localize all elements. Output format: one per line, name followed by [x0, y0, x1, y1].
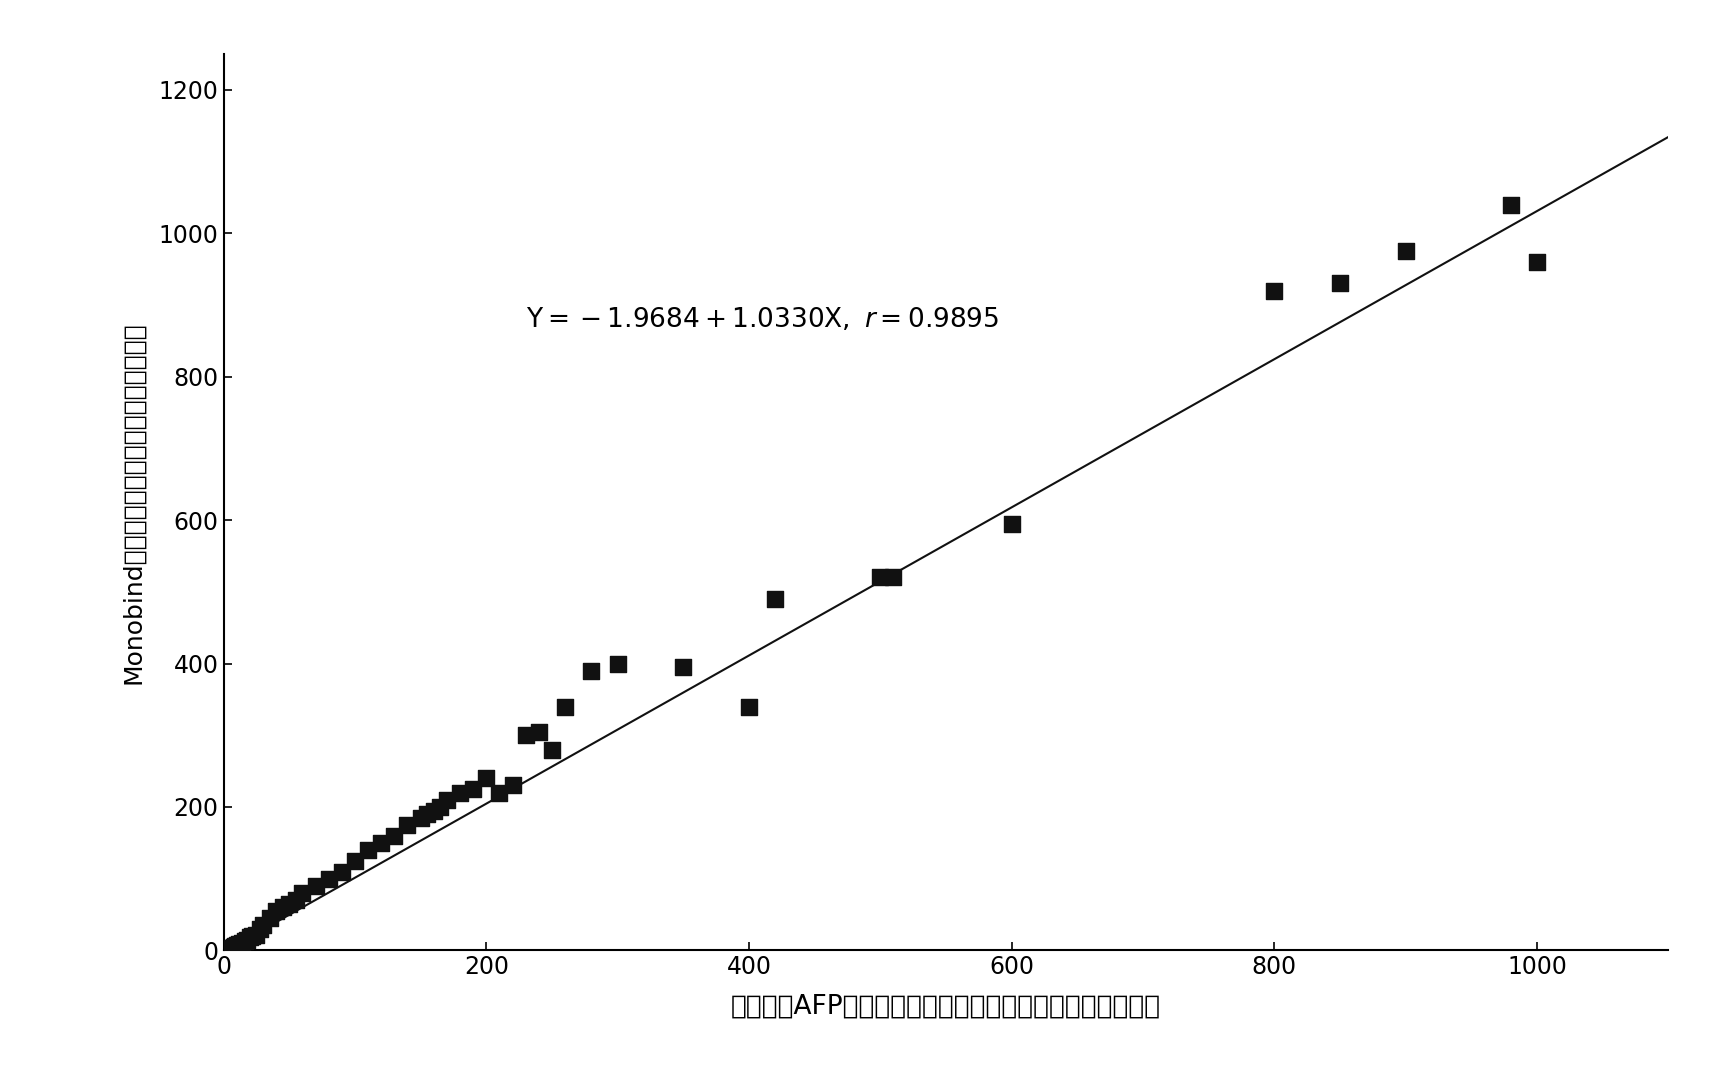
Point: [256, 909, 284, 927]
Point: [341, 852, 368, 869]
Point: [1524, 254, 1551, 271]
Point: [445, 784, 473, 801]
X-axis label: 以本发明AFP磁性微粒子化学发光免疫分析试剂盒测定结果: 以本发明AFP磁性微粒子化学发光免疫分析试剂盒测定结果: [731, 994, 1161, 1020]
Point: [394, 816, 421, 834]
Point: [239, 928, 267, 945]
Text: $\mathregular{Y=-1.9684+1.0330X,\ }$$\mathit{r}$$\mathregular{=0.9895}$: $\mathregular{Y=-1.9684+1.0330X,\ }$$\ma…: [526, 306, 999, 333]
Point: [1261, 282, 1288, 299]
Point: [513, 727, 540, 744]
Point: [420, 802, 447, 820]
Point: [459, 781, 487, 798]
Point: [734, 698, 762, 715]
Point: [578, 662, 605, 679]
Point: [218, 940, 246, 957]
Point: [301, 877, 329, 894]
Point: [218, 939, 246, 956]
Point: [275, 895, 303, 913]
Point: [669, 659, 697, 676]
Point: [552, 698, 580, 715]
Point: [1496, 195, 1524, 213]
Point: [538, 741, 566, 758]
Point: [234, 931, 261, 948]
Point: [229, 934, 256, 951]
Point: [408, 809, 435, 826]
Point: [354, 841, 382, 859]
Point: [413, 806, 440, 823]
Point: [222, 937, 249, 955]
Point: [604, 654, 631, 672]
Point: [762, 591, 789, 608]
Point: [525, 723, 552, 740]
Point: [1391, 243, 1419, 260]
Point: [315, 870, 342, 888]
Point: [225, 935, 253, 953]
Point: [485, 784, 513, 801]
Point: [268, 899, 296, 916]
Point: [380, 827, 408, 845]
Point: [246, 920, 273, 937]
Point: [213, 941, 241, 958]
Point: [879, 569, 906, 586]
Point: [282, 892, 310, 909]
Point: [499, 777, 526, 794]
Point: [368, 834, 396, 851]
Point: [236, 929, 263, 946]
Point: [243, 926, 270, 943]
Point: [427, 798, 454, 815]
Point: [1326, 274, 1354, 292]
Point: [230, 932, 258, 949]
Point: [998, 515, 1025, 532]
Point: [217, 941, 244, 958]
Point: [473, 770, 501, 787]
Point: [433, 792, 461, 809]
Point: [263, 902, 291, 919]
Y-axis label: Monobind公司微板式化学发光试剂盒测定结果: Monobind公司微板式化学发光试剂盒测定结果: [120, 321, 144, 684]
Point: [329, 863, 356, 880]
Point: [224, 936, 251, 954]
Point: [249, 917, 277, 934]
Point: [289, 885, 316, 902]
Point: [867, 569, 894, 586]
Point: [220, 939, 248, 956]
